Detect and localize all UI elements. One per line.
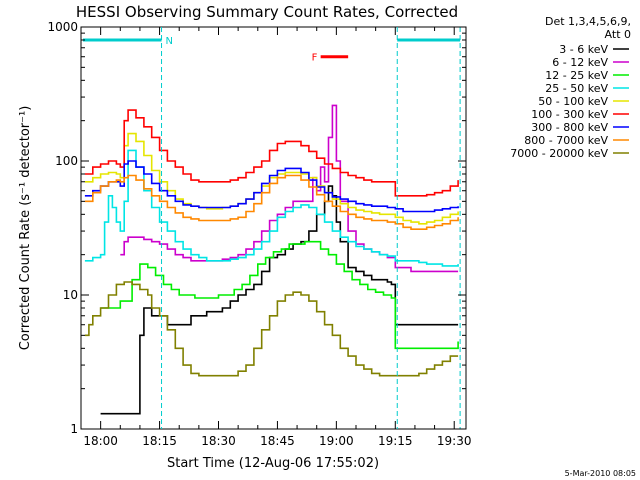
legend-label: 300 - 800 keV (531, 121, 608, 134)
timestamp-footnote: 5-Mar-2010 08:05 (565, 469, 636, 478)
flag-label: N (166, 36, 173, 47)
y-tick-label: 10 (63, 288, 78, 302)
series-line-7 (84, 174, 459, 230)
legend-header: Att 0 (605, 28, 631, 41)
legend-label: 3 - 6 keV (559, 43, 608, 56)
x-tick-label: 18:00 (83, 434, 118, 448)
x-tick-label: 19:15 (378, 434, 413, 448)
y-tick-label: 1 (70, 422, 78, 436)
series-line-6 (84, 160, 459, 213)
legend-header: Det 1,3,4,5,6,9, (545, 15, 631, 28)
legend-label: 100 - 300 keV (531, 108, 608, 121)
x-axis: 18:00 18:15 18:30 18:45 19:00 19:15 19:30 (80, 27, 472, 448)
legend-label: 25 - 50 keV (545, 82, 608, 95)
legend-label: 800 - 7000 keV (524, 134, 608, 147)
series-line-8 (84, 281, 459, 377)
x-tick-label: 19:30 (437, 434, 472, 448)
legend-label: 50 - 100 keV (538, 95, 608, 108)
series-line-5 (84, 109, 459, 197)
legend-label: 6 - 12 keV (552, 56, 608, 69)
y-tick-label: 100 (55, 154, 78, 168)
plot-frame (80, 26, 467, 430)
x-tick-label: 19:00 (319, 434, 354, 448)
y-axis: 1 10 100 1000 (47, 20, 466, 436)
series-line-2 (100, 240, 459, 350)
x-tick-label: 18:45 (260, 434, 295, 448)
x-axis-label: Start Time (12-Aug-06 17:55:02) (167, 456, 379, 471)
legend-label: 7000 - 20000 keV (510, 147, 608, 160)
flag-label: F (312, 53, 318, 64)
plot-area: NF (80, 26, 467, 430)
y-axis-label: Corrected Count Rate (s⁻¹ detector⁻¹) (18, 106, 33, 351)
chart-title: HESSI Observing Summary Count Rates, Cor… (76, 3, 458, 21)
series-line-4 (84, 132, 459, 225)
y-tick-label: 1000 (47, 20, 78, 34)
x-tick-label: 18:15 (142, 434, 177, 448)
series-line-3 (84, 149, 459, 267)
legend-label: 12 - 25 keV (545, 69, 608, 82)
x-tick-label: 18:30 (201, 434, 236, 448)
